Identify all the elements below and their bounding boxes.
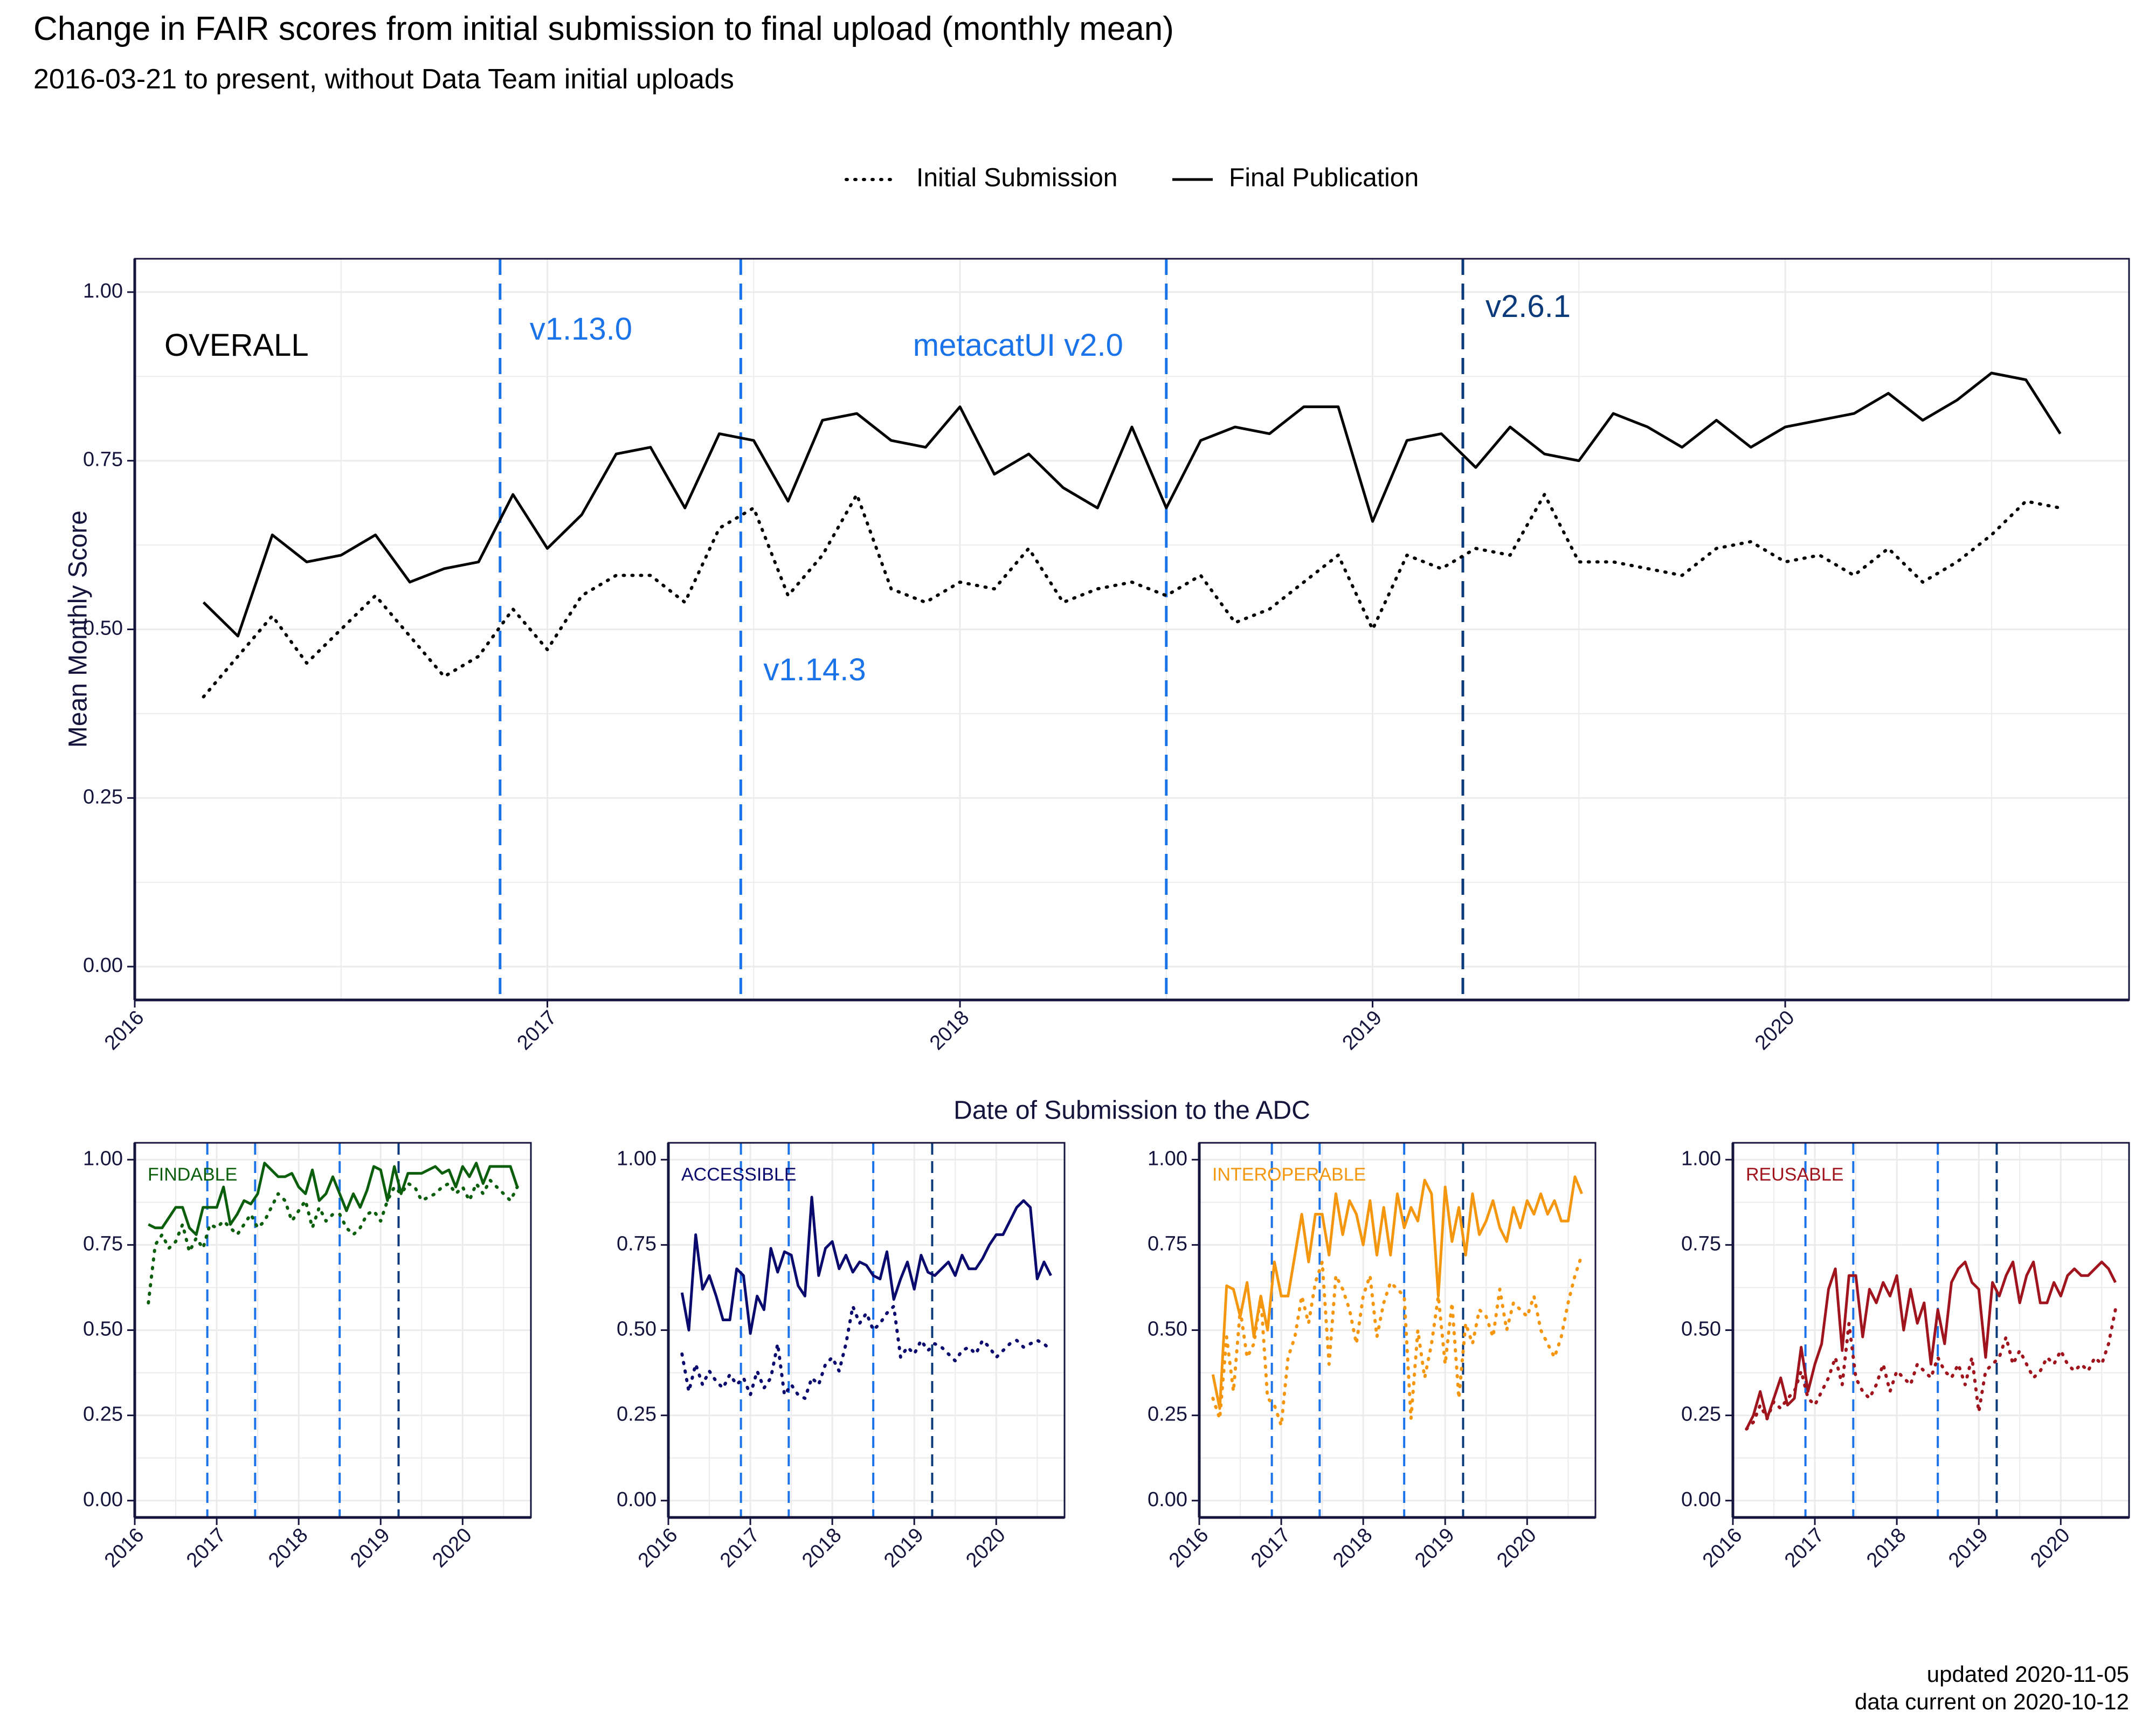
release-label-1: v1.13.0 [530,312,632,347]
release-label-2: v1.14.3 [763,652,866,687]
small-1-y-tick-label: 0.25 [83,1403,123,1426]
main-panel-label: OVERALL [164,328,309,363]
small-2-y-tick-label: 0.00 [617,1488,657,1511]
footer-note: updated 2020-11-05 data current on 2020-… [1855,1661,2129,1715]
panel-label-interoperable: INTEROPERABLE [1212,1164,1366,1185]
small-3-y-tick-label: 0.25 [1148,1403,1187,1426]
main-y-tick-label: 0.25 [83,785,123,808]
small-4-x-tick-label: 2016 [1698,1524,1746,1572]
small-4-y-tick-label: 0.00 [1681,1488,1721,1511]
small-1-y-tick-label: 0.50 [83,1318,123,1341]
main-x-tick-label: 2020 [1751,1006,1799,1054]
small-3-x-tick-label: 2017 [1247,1524,1295,1572]
small-1-y-tick-label: 1.00 [83,1147,123,1170]
small-1-series-final-publication [148,1162,519,1236]
main-y-tick-label: 0.50 [83,617,123,640]
small-2-x-tick-label: 2020 [962,1524,1010,1572]
panel-label-reusable: REUSABLE [1746,1164,1843,1185]
small-2-x-tick-label: 2016 [634,1524,682,1572]
y-axis-title: Mean Monthly Score [64,510,93,748]
small-4-series-initial-submission [1745,1308,2117,1431]
small-1-x-tick-label: 2017 [182,1524,230,1572]
small-3-y-tick-label: 0.00 [1148,1488,1187,1511]
main-y-tick-label: 0.75 [83,448,123,471]
small-3-x-tick-label: 2019 [1411,1524,1459,1572]
small-2-series-final-publication [680,1196,1052,1335]
small-2-y-tick-label: 0.50 [617,1318,657,1341]
main-series-initial-submission [202,493,2062,699]
small-3-y-tick-label: 0.75 [1148,1232,1187,1255]
panel-label-findable: FINDABLE [148,1164,237,1185]
small-4-x-tick-label: 2020 [2026,1524,2074,1572]
small-3-y-tick-label: 1.00 [1148,1147,1187,1170]
chart-title: Change in FAIR scores from initial submi… [33,10,1174,47]
small-1-y-tick-label: 0.00 [83,1488,123,1511]
small-4-x-tick-label: 2019 [1944,1524,1992,1572]
release-label-3: metacatUI v2.0 [913,328,1123,363]
small-4-x-tick-label: 2018 [1862,1524,1910,1572]
main-x-tick-label: 2018 [925,1006,973,1054]
small-4-y-tick-label: 0.75 [1681,1232,1721,1255]
small-3-x-tick-label: 2018 [1329,1524,1377,1572]
small-3-series-final-publication [1211,1175,1584,1410]
updated-date: updated 2020-11-05 [1926,1661,2129,1687]
small-1-x-tick-label: 2018 [264,1524,312,1572]
small-1-x-tick-label: 2020 [428,1524,476,1572]
main-series-final-publication [202,371,2062,638]
small-4-y-tick-label: 0.25 [1681,1403,1721,1426]
small-4-y-tick-label: 0.50 [1681,1318,1721,1341]
small-1-x-tick-label: 2019 [346,1524,394,1572]
chart-subtitle: 2016-03-21 to present, without Data Team… [33,64,734,95]
small-3-y-tick-label: 0.50 [1148,1318,1187,1341]
small-2-x-tick-label: 2018 [798,1524,846,1572]
small-1-x-tick-label: 2016 [100,1524,148,1572]
legend-label-initial-submission: Initial Submission [916,164,1118,192]
small-4-x-tick-label: 2017 [1780,1524,1828,1572]
main-y-tick-label: 1.00 [83,280,123,302]
release-label-4: v2.6.1 [1485,289,1571,324]
main-x-tick-label: 2017 [513,1006,561,1054]
small-1-series-initial-submission [147,1178,519,1305]
small-4-y-tick-label: 1.00 [1681,1147,1721,1170]
main-y-tick-label: 0.00 [83,954,123,977]
small-3-x-tick-label: 2016 [1165,1524,1213,1572]
data-current-date: data current on 2020-10-12 [1854,1688,2129,1714]
small-4-series-final-publication [1745,1260,2117,1430]
small-2-x-tick-label: 2017 [716,1524,764,1572]
small-3-series-initial-submission [1211,1253,1584,1427]
x-axis-title: Date of Submission to the ADC [953,1096,1310,1125]
main-x-tick-label: 2016 [100,1006,148,1054]
small-2-y-tick-label: 1.00 [617,1147,657,1170]
legend-label-final-publication: Final Publication [1229,164,1419,192]
small-2-y-tick-label: 0.25 [617,1403,657,1426]
small-3-x-tick-label: 2020 [1492,1524,1540,1572]
panel-label-accessible: ACCESSIBLE [681,1164,797,1185]
small-2-y-tick-label: 0.75 [617,1232,657,1255]
small-2-x-tick-label: 2019 [880,1524,928,1572]
main-x-tick-label: 2019 [1338,1006,1386,1054]
small-1-y-tick-label: 0.75 [83,1232,123,1255]
